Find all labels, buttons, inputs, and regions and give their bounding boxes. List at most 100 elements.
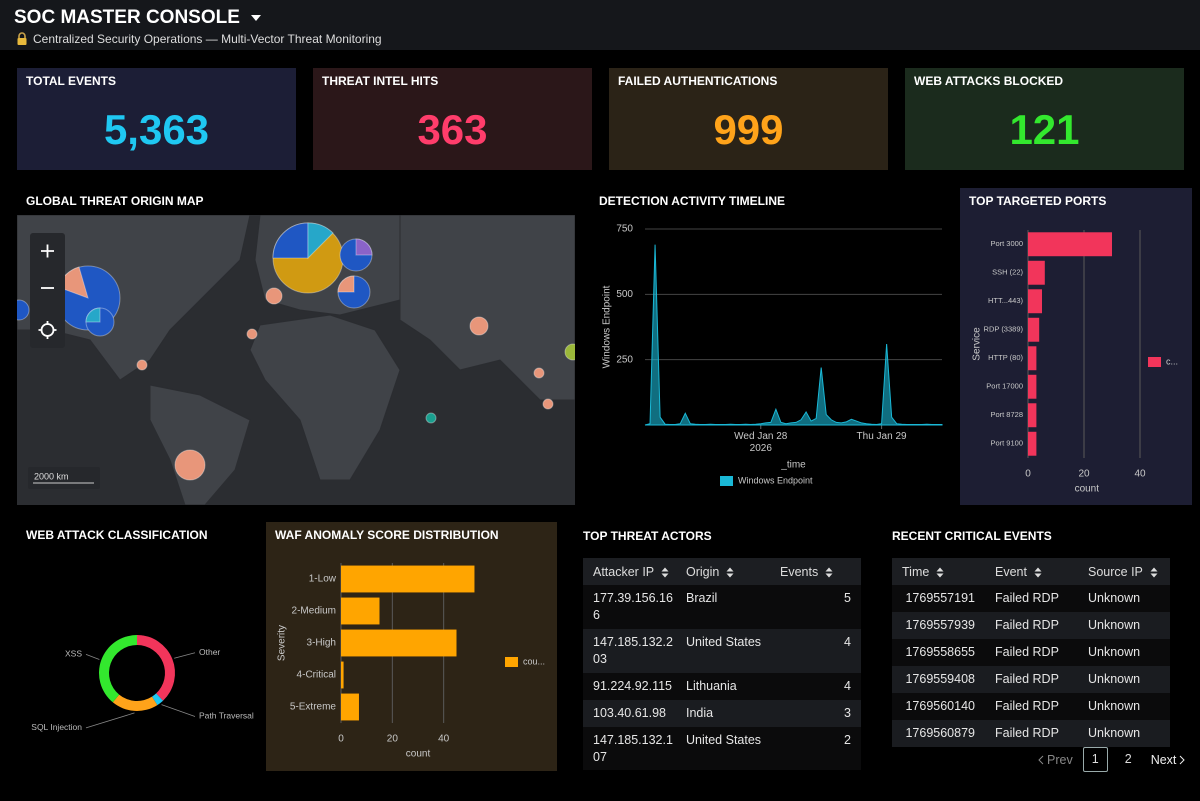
kpi-value: 363 <box>417 106 488 153</box>
lock-icon <box>17 32 27 45</box>
bar <box>341 661 344 689</box>
y-tick-label: Port 9100 <box>990 439 1023 448</box>
zoom-in[interactable] <box>41 244 54 258</box>
y-tick-label: HTTP (80) <box>988 353 1023 362</box>
data-table: Attacker IP Origin Events 177.39.156.166 Bra… <box>583 558 861 770</box>
next-button[interactable]: Next <box>1151 753 1186 767</box>
table-cell: Unknown <box>1078 612 1170 639</box>
slice-label: Path Traversal <box>199 711 254 721</box>
bar <box>1028 431 1037 456</box>
table-cell: Unknown <box>1078 585 1170 612</box>
donut-slice <box>137 635 175 701</box>
table-cell: 3 <box>770 700 861 727</box>
threat-map[interactable]: 2000 km <box>17 215 575 505</box>
table-cell: Unknown <box>1078 693 1170 720</box>
chevron-right <box>1180 755 1186 764</box>
data-table: Time Event Source IP 1769557191 Failed RDP Un… <box>892 558 1170 747</box>
column-header[interactable]: Events <box>770 558 861 585</box>
y-tick-label: 3-High <box>307 638 336 649</box>
bar <box>1028 317 1040 342</box>
y-tick-label: Port 17000 <box>986 382 1023 391</box>
legend-swatch <box>505 657 518 667</box>
bar <box>1028 403 1037 428</box>
column-header[interactable]: Attacker IP <box>583 558 676 585</box>
header-bar: SOC MASTER CONSOLE Centralized Security … <box>0 0 1200 50</box>
sort-arrows <box>661 567 669 578</box>
table-row: 1769560879 Failed RDP Unknown <box>892 720 1170 747</box>
table-row: 1769560140 Failed RDP Unknown <box>892 693 1170 720</box>
page-button[interactable]: 2 <box>1124 752 1132 766</box>
y-tick-label: Port 8728 <box>990 410 1023 419</box>
table-cell: 103.40.61.98 <box>583 700 676 727</box>
table-cell: 1769559408 <box>892 666 985 693</box>
chart: Other Path Traversal SQL Injection XSS <box>31 635 254 732</box>
table-row: 1769558655 Failed RDP Unknown <box>892 639 1170 666</box>
x-tick-label: 20 <box>387 734 399 745</box>
zoom-controls <box>30 233 65 348</box>
legend-label: Windows Endpoint <box>738 475 813 485</box>
table-cell: Failed RDP <box>985 693 1078 720</box>
kpi-label: THREAT INTEL HITS <box>322 74 439 88</box>
x-axis-label: count <box>406 749 431 760</box>
sort-arrows <box>825 567 833 578</box>
column-header[interactable]: Event <box>985 558 1078 585</box>
locate-button[interactable] <box>38 321 57 339</box>
bar <box>341 565 475 593</box>
slice-label: SQL Injection <box>31 722 82 732</box>
scale-label: 2000 km <box>34 471 69 481</box>
header-text: Event <box>995 564 1027 579</box>
table-cell: Brazil <box>676 585 770 629</box>
x-tick-label: Thu Jan 29 <box>856 431 907 442</box>
y-tick-label: 750 <box>616 224 633 235</box>
kpi-card: THREAT INTEL HITS 363 <box>313 68 592 170</box>
bar <box>341 629 457 657</box>
table-cell: 2 <box>770 727 861 770</box>
y-tick-label: HTT...443) <box>988 296 1024 305</box>
legend-swatch <box>720 476 733 486</box>
kpi-card: WEB ATTACKS BLOCKED 121 <box>905 68 1184 170</box>
dropdown-icon[interactable] <box>250 14 262 22</box>
slice-label: XSS <box>65 649 82 659</box>
timeline-panel: DETECTION ACTIVITY TIMELINE 250 500 750 _ti… <box>590 188 950 505</box>
column-header[interactable]: Time <box>892 558 985 585</box>
table-row: 147.185.132.107 United States 2 <box>583 727 861 770</box>
x-tick-label: 40 <box>438 734 450 745</box>
x-tick-label: 20 <box>1078 469 1090 480</box>
table-row: 103.40.61.98 India 3 <box>583 700 861 727</box>
chart: 0 20 40 Port 3000 SSH (22) HTT...443) RDP (338… <box>972 230 1178 495</box>
y-tick-label: Port 3000 <box>990 239 1023 248</box>
sort-arrows <box>726 567 734 578</box>
prev-button[interactable]: Prev <box>1038 753 1073 767</box>
y-axis-label: Severity <box>277 625 288 661</box>
chart: 0 20 40 1-Low 2-Medium 3-High 4-Critical 5-Extr… <box>277 563 545 760</box>
panel-title: WAF ANOMALY SCORE DISTRIBUTION <box>275 528 499 542</box>
x-axis-label: _time <box>780 460 806 471</box>
y-tick-label: 4-Critical <box>297 670 336 681</box>
bar <box>1028 232 1112 257</box>
leader-line <box>85 712 135 729</box>
table-cell: 147.185.132.203 <box>583 629 676 673</box>
column-header[interactable]: Origin <box>676 558 770 585</box>
panel-title: TOP TARGETED PORTS <box>969 194 1107 208</box>
bar <box>1028 374 1037 399</box>
donut-slice <box>98 635 137 703</box>
table-cell: Unknown <box>1078 666 1170 693</box>
y-tick-label: 2-Medium <box>292 606 336 617</box>
kpi-card: FAILED AUTHENTICATIONS 999 <box>609 68 888 170</box>
legend-label: cou... <box>523 656 545 666</box>
kpi-label: FAILED AUTHENTICATIONS <box>618 74 778 88</box>
kpi-label: TOTAL EVENTS <box>26 74 117 88</box>
header-text: Time <box>902 564 930 579</box>
column-header[interactable]: Source IP <box>1078 558 1170 585</box>
y-axis-label: Windows Endpoint <box>602 285 613 368</box>
table-row: 177.39.156.166 Brazil 5 <box>583 585 861 629</box>
x-tick-label: 0 <box>1025 469 1031 480</box>
donut-slice <box>152 693 164 706</box>
pagination: Prev 1 2 Next <box>1038 747 1186 772</box>
header-row: Attacker IP Origin Events <box>583 558 861 585</box>
header-row: Time Event Source IP <box>892 558 1170 585</box>
sort-icon <box>1034 567 1042 578</box>
page-button[interactable]: 1 <box>1082 747 1108 772</box>
sort-icon <box>825 567 833 578</box>
